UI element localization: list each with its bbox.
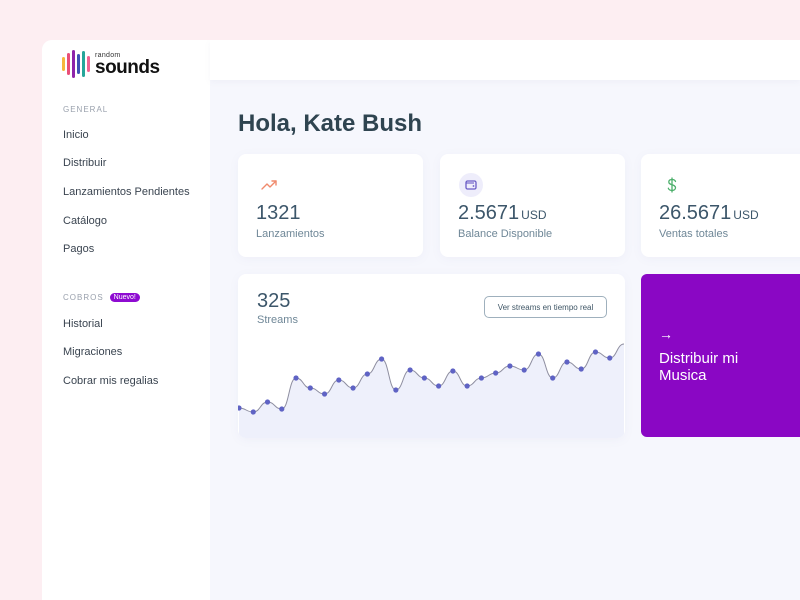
dollar-icon bbox=[667, 177, 677, 193]
chart-point bbox=[238, 405, 242, 411]
chart-point bbox=[578, 366, 584, 372]
streams-card: 325 Streams Ver streams en tiempo real bbox=[238, 274, 625, 438]
chart-point bbox=[521, 367, 527, 373]
streams-label: Streams bbox=[257, 314, 298, 326]
stat-value: 26.5671 USD bbox=[659, 202, 759, 225]
chart-point bbox=[550, 375, 556, 381]
chart-point bbox=[307, 385, 313, 391]
chart-point bbox=[321, 391, 328, 397]
stat-number: 2.5671 bbox=[458, 202, 520, 224]
chart-point bbox=[378, 356, 385, 362]
stat-number: 26.5671 bbox=[659, 202, 732, 224]
top-bar bbox=[210, 40, 800, 80]
stat-unit: USD bbox=[733, 208, 759, 222]
streams-value: 325 bbox=[257, 290, 291, 312]
trending-up-icon bbox=[261, 180, 277, 190]
chart-line bbox=[238, 343, 625, 413]
stat-label: Balance Disponible bbox=[458, 228, 553, 240]
chart-point bbox=[393, 387, 399, 393]
stat-unit: USD bbox=[521, 208, 547, 222]
brand-logo[interactable]: random sounds bbox=[62, 50, 160, 78]
chart-area bbox=[239, 344, 624, 438]
sidebar-item-migraciones[interactable]: Migraciones bbox=[63, 346, 123, 358]
sidebar-item-distribuir[interactable]: Distribuir bbox=[63, 157, 107, 169]
stat-value: 2.5671 USD bbox=[458, 202, 547, 225]
chart-point bbox=[421, 375, 427, 381]
chart-point bbox=[564, 359, 570, 365]
chart-point bbox=[535, 351, 542, 357]
streams-line-chart bbox=[238, 343, 625, 438]
sidebar-item-inicio[interactable]: Inicio bbox=[63, 129, 89, 141]
chart-point bbox=[607, 355, 613, 361]
chart-point bbox=[250, 409, 256, 415]
chart-point bbox=[279, 406, 285, 412]
stat-card-ventas: 26.5671 USD Ventas totales bbox=[641, 154, 800, 257]
chart-point bbox=[350, 385, 356, 391]
page-title: Hola, Kate Bush bbox=[238, 110, 423, 137]
sidebar-item-pagos[interactable]: Pagos bbox=[63, 243, 95, 255]
wallet-icon bbox=[459, 173, 483, 197]
chart-point bbox=[364, 371, 370, 377]
new-badge: Nuevo! bbox=[109, 293, 140, 302]
distribute-music-label: Distribuir mi Musica bbox=[659, 350, 739, 384]
chart-point bbox=[493, 370, 499, 376]
sidebar: random sounds GENERAL Inicio Distribuir … bbox=[42, 40, 210, 600]
logo-big-text: sounds bbox=[95, 56, 160, 78]
chart-point bbox=[293, 375, 299, 381]
stat-value: 1321 bbox=[256, 202, 301, 225]
chart-point bbox=[436, 383, 442, 389]
section-label-general: GENERAL bbox=[63, 105, 109, 114]
chart-point bbox=[336, 377, 342, 383]
logo-bars-icon bbox=[62, 50, 90, 78]
stat-number: 1321 bbox=[256, 202, 301, 224]
arrow-right-icon: → bbox=[659, 326, 673, 342]
stat-card-lanzamientos: 1321 Lanzamientos bbox=[238, 154, 423, 257]
sidebar-item-catalogo[interactable]: Catálogo bbox=[63, 215, 108, 227]
chart-point bbox=[464, 383, 470, 389]
chart-point bbox=[264, 399, 271, 405]
app-window: random sounds GENERAL Inicio Distribuir … bbox=[42, 40, 800, 600]
stat-label: Lanzamientos bbox=[256, 228, 325, 240]
section-label-cobros-text: COBROS bbox=[63, 293, 104, 302]
chart-point bbox=[407, 367, 413, 373]
section-label-cobros: COBROS Nuevo! bbox=[63, 293, 140, 302]
view-realtime-streams-button[interactable]: Ver streams en tiempo real bbox=[484, 296, 607, 318]
distribute-music-card[interactable]: → Distribuir mi Musica bbox=[641, 274, 800, 437]
chart-point bbox=[450, 368, 456, 374]
stat-card-balance: 2.5671 USD Balance Disponible bbox=[440, 154, 625, 257]
stat-label: Ventas totales bbox=[659, 228, 729, 240]
sidebar-item-lanzamientos-pendientes[interactable]: Lanzamientos Pendientes bbox=[63, 186, 190, 198]
sidebar-item-cobrar-regalias[interactable]: Cobrar mis regalias bbox=[63, 375, 159, 387]
sidebar-item-historial[interactable]: Historial bbox=[63, 318, 103, 330]
logo-small-text: random bbox=[95, 51, 121, 59]
chart-point bbox=[507, 363, 513, 369]
chart-point bbox=[478, 375, 485, 381]
chart-point bbox=[592, 349, 599, 355]
